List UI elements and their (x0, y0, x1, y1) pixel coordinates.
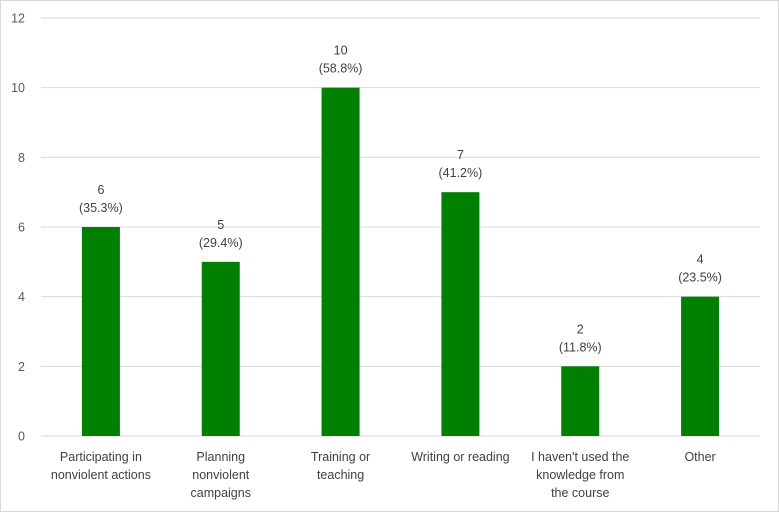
bar (81, 227, 120, 436)
bar (441, 192, 480, 436)
category-label: I haven't used the knowledge from the cour… (531, 450, 629, 500)
data-label-value: 2 (577, 322, 584, 336)
data-label-value: 7 (457, 148, 464, 162)
data-label-value: 10 (334, 44, 348, 58)
data-label-value: 4 (697, 253, 704, 267)
data-label-value: 6 (97, 183, 104, 197)
category-label: Writing or reading (411, 450, 509, 464)
y-tick-label: 0 (18, 430, 25, 444)
category-label-line: the course (551, 486, 609, 500)
x-axis-category-labels: Participating in nonviolent actions Planni… (51, 450, 716, 500)
data-label-percent: (41.2%) (439, 166, 483, 180)
category-label-line: nonviolent actions (51, 468, 151, 482)
y-tick-label: 12 (11, 12, 25, 26)
data-label-percent: (35.3%) (79, 201, 123, 215)
category-label-line: Other (684, 450, 715, 464)
category-label-line: knowledge from (536, 468, 624, 482)
category-label-line: teaching (317, 468, 364, 482)
bars (81, 87, 720, 437)
bar (561, 366, 600, 436)
category-label: Participating in nonviolent actions (51, 450, 151, 482)
y-tick-label: 8 (18, 151, 25, 165)
data-label-percent: (23.5%) (678, 271, 722, 285)
category-label-line: Training or (311, 450, 370, 464)
category-label: Other (684, 450, 715, 464)
category-label: Training or teaching (311, 450, 370, 482)
y-tick-label: 6 (18, 221, 25, 235)
category-label-line: nonviolent (192, 468, 250, 482)
category-label: Planning nonviolent campaigns (191, 450, 251, 500)
category-label-line: Participating in (60, 450, 142, 464)
category-label-line: Planning (196, 450, 245, 464)
y-tick-label: 10 (11, 81, 25, 95)
gridlines (41, 17, 760, 437)
y-tick-label: 2 (18, 360, 25, 374)
y-axis-tick-labels: 0 2 4 6 8 10 12 (11, 12, 25, 444)
bar (321, 87, 360, 437)
category-label-line: I haven't used the (531, 450, 629, 464)
data-label-percent: (58.8%) (319, 62, 363, 76)
data-label-value: 5 (217, 218, 224, 232)
category-label-line: campaigns (191, 486, 251, 500)
data-label-percent: (11.8%) (559, 340, 602, 354)
data-label-percent: (29.4%) (199, 236, 243, 250)
category-label-line: Writing or reading (411, 450, 509, 464)
data-labels: 6 (35.3%) 5 (29.4%) 10 (58.8%) 7 (41.2%) 2 (11.8%… (79, 44, 722, 355)
bar (201, 261, 240, 436)
bar (681, 296, 720, 436)
y-tick-label: 4 (18, 290, 25, 304)
